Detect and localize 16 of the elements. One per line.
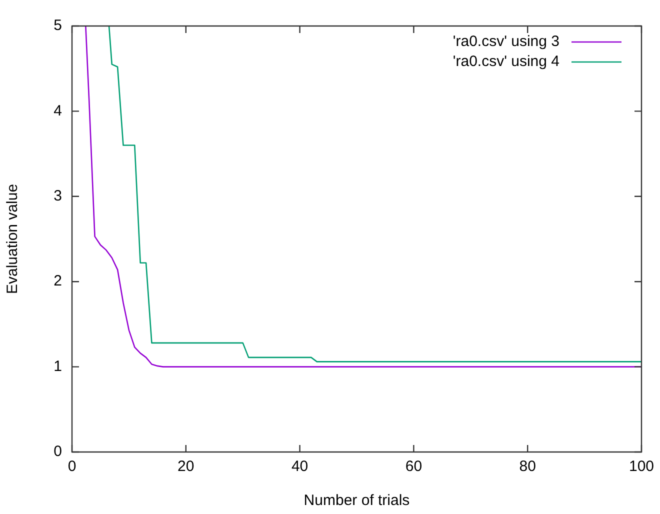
x-tick-label: 20 xyxy=(178,458,194,476)
x-tick-label: 80 xyxy=(519,458,536,476)
x-tick-label: 60 xyxy=(405,458,422,476)
x-tick-label: 40 xyxy=(291,458,308,476)
x-axis-title: Number of trials xyxy=(304,492,410,510)
legend-label: 'ra0.csv' using 4 xyxy=(452,53,560,70)
y-tick-label: 2 xyxy=(54,272,62,290)
legend-label: 'ra0.csv' using 3 xyxy=(452,33,560,50)
y-tick-label: 3 xyxy=(54,188,62,205)
x-tick-label: 0 xyxy=(68,458,76,476)
y-tick-label: 4 xyxy=(54,102,62,120)
y-tick-label: 0 xyxy=(54,443,62,460)
y-tick-label: 5 xyxy=(54,17,62,34)
y-axis-title: Evaluation value xyxy=(4,184,22,294)
x-tick-label: 100 xyxy=(628,458,654,476)
y-tick-label: 1 xyxy=(54,358,62,375)
